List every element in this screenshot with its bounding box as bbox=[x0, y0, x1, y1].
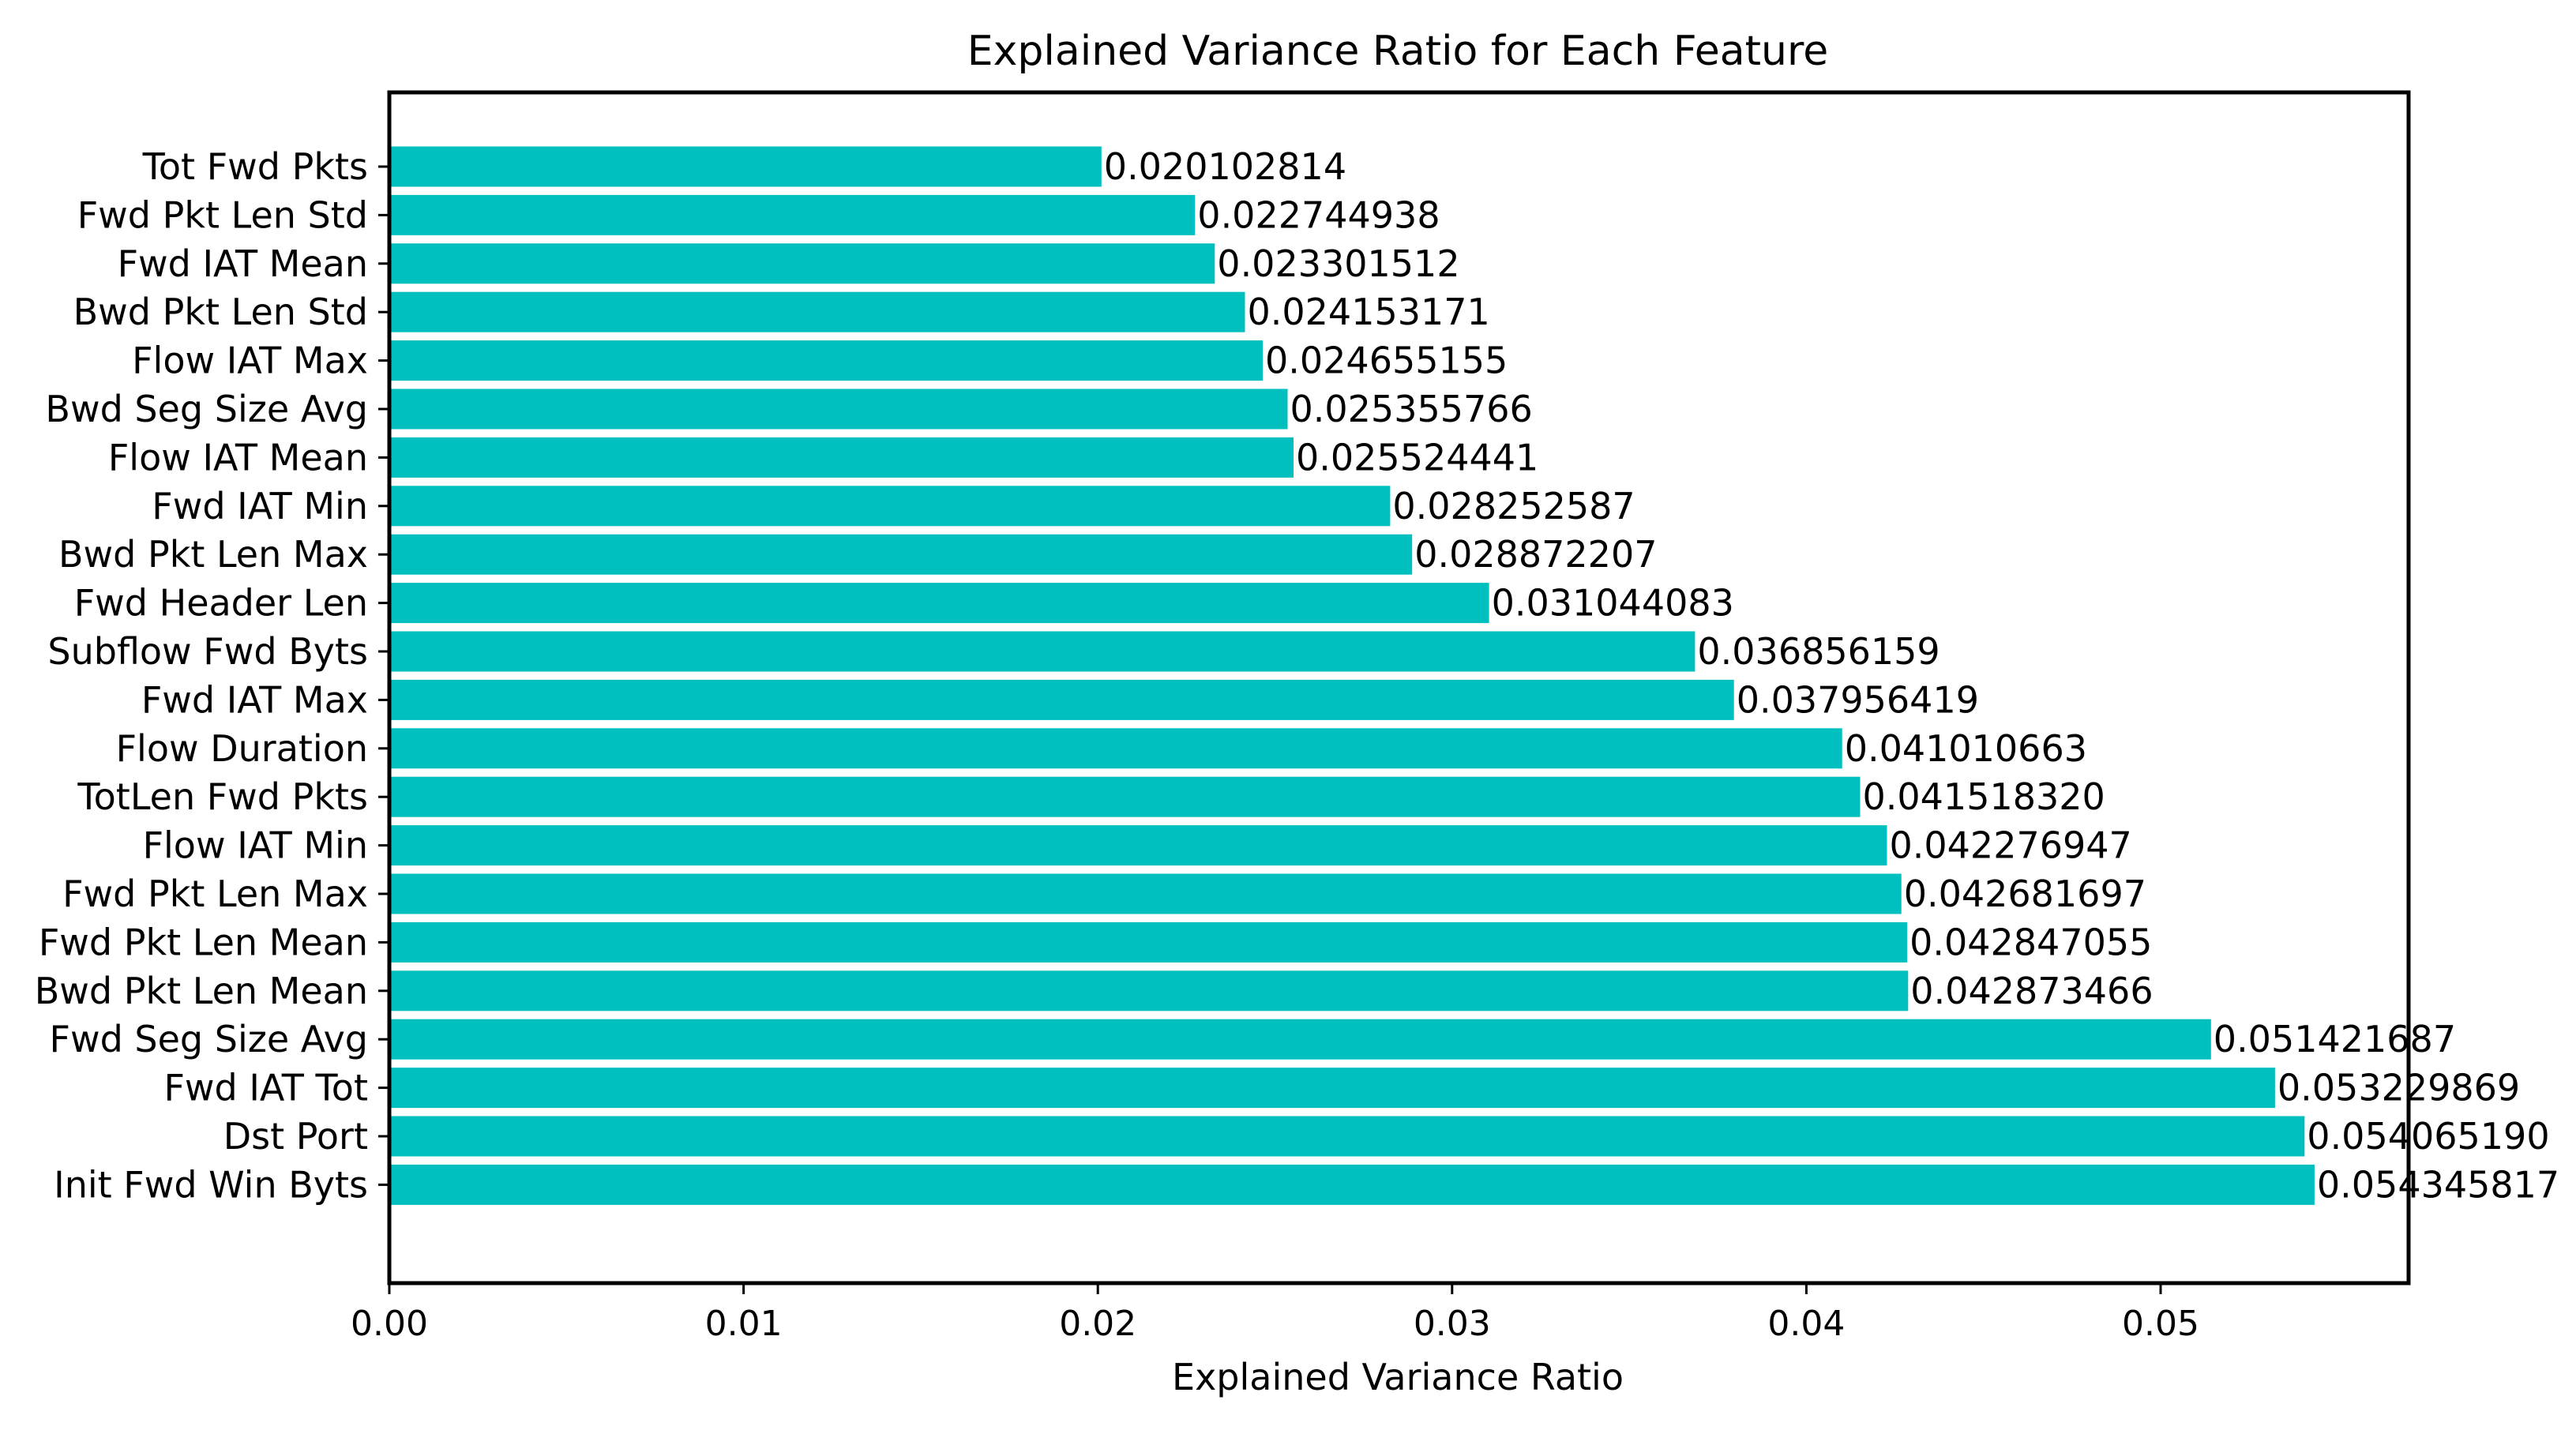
bar bbox=[389, 146, 1102, 187]
y-tick-label: Fwd IAT Tot bbox=[163, 1067, 368, 1109]
x-tick-label: 0.04 bbox=[1767, 1304, 1845, 1344]
value-labels-layer: 0.020102814 0.022744938 0.023301512 0.02415… bbox=[1104, 145, 2559, 1206]
y-tick-label: Bwd Seg Size Avg bbox=[45, 388, 368, 430]
bar-value-label: 0.025355766 bbox=[1290, 388, 1533, 430]
bar-value-label: 0.051421687 bbox=[2214, 1018, 2456, 1060]
y-tick-label: Fwd Pkt Len Mean bbox=[39, 921, 368, 963]
bar bbox=[389, 1019, 2211, 1060]
bar bbox=[389, 873, 1902, 914]
bar bbox=[389, 631, 1695, 672]
bar bbox=[389, 437, 1294, 478]
bar bbox=[389, 825, 1887, 866]
y-tick-label: Fwd IAT Mean bbox=[118, 242, 368, 285]
bar bbox=[389, 388, 1288, 430]
bar-value-label: 0.042276947 bbox=[1890, 824, 2132, 867]
bar-value-label: 0.042873466 bbox=[1910, 970, 2153, 1012]
bar bbox=[389, 970, 1909, 1012]
y-tick-label: Tot Fwd Pkts bbox=[142, 145, 368, 188]
bar bbox=[389, 679, 1734, 720]
y-tick-label: Bwd Pkt Len Max bbox=[58, 533, 368, 576]
bar-value-label: 0.036856159 bbox=[1697, 630, 1940, 673]
bar-value-label: 0.031044083 bbox=[1492, 582, 1734, 625]
x-tick-label: 0.05 bbox=[2122, 1304, 2199, 1344]
x-tick-label: 0.01 bbox=[705, 1304, 783, 1344]
bar bbox=[389, 776, 1861, 817]
y-tick-label: Fwd Header Len bbox=[74, 582, 368, 625]
bar-value-label: 0.025524441 bbox=[1296, 436, 1538, 479]
chart-title: Explained Variance Ratio for Each Featur… bbox=[967, 28, 1828, 75]
y-axis: Tot Fwd Pkts Fwd Pkt Len Std Fwd IAT Mean B… bbox=[35, 145, 389, 1206]
bar-value-label: 0.028872207 bbox=[1414, 533, 1657, 576]
bar-value-label: 0.023301512 bbox=[1217, 242, 1459, 285]
bar-value-label: 0.054065190 bbox=[2307, 1115, 2549, 1158]
bar bbox=[389, 291, 1245, 332]
bar bbox=[389, 921, 1908, 963]
bar-value-label: 0.041010663 bbox=[1845, 727, 2087, 770]
x-tick-label: 0.03 bbox=[1414, 1304, 1491, 1344]
bar bbox=[389, 1068, 2275, 1109]
bar bbox=[389, 583, 1489, 624]
bar-value-label: 0.042681697 bbox=[1904, 873, 2146, 915]
bar-value-label: 0.054345817 bbox=[2317, 1163, 2559, 1206]
bar-value-label: 0.024655155 bbox=[1265, 340, 1508, 382]
x-tick-label: 0.00 bbox=[351, 1304, 428, 1344]
y-tick-label: Fwd IAT Min bbox=[152, 485, 368, 527]
bar bbox=[389, 534, 1413, 575]
y-tick-label: Fwd Pkt Len Max bbox=[62, 873, 368, 915]
y-tick-label: Flow IAT Mean bbox=[108, 436, 368, 479]
x-axis-label: Explained Variance Ratio bbox=[1172, 1356, 1624, 1398]
bar-value-label: 0.022744938 bbox=[1197, 193, 1440, 236]
plot-frame bbox=[387, 90, 2411, 1285]
bar bbox=[389, 486, 1391, 527]
bar-value-label: 0.028252587 bbox=[1392, 485, 1635, 527]
bar bbox=[389, 1116, 2305, 1157]
bar bbox=[389, 728, 1842, 769]
y-tick-label: Flow Duration bbox=[116, 727, 368, 770]
bar-value-label: 0.020102814 bbox=[1104, 145, 1346, 188]
y-tick-label: Init Fwd Win Byts bbox=[54, 1163, 368, 1206]
bar bbox=[389, 194, 1196, 235]
x-axis: 0.00 0.01 0.02 0.03 0.04 0.05 bbox=[351, 1283, 2199, 1344]
y-tick-label: Subflow Fwd Byts bbox=[47, 630, 368, 673]
y-tick-label: Flow IAT Max bbox=[132, 340, 368, 382]
y-tick-label: Fwd IAT Max bbox=[141, 678, 368, 721]
y-tick-label: Fwd Pkt Len Std bbox=[77, 193, 368, 236]
y-tick-label: Dst Port bbox=[223, 1115, 368, 1158]
bars-layer bbox=[389, 146, 2315, 1205]
bar bbox=[389, 340, 1263, 381]
y-tick-label: Bwd Pkt Len Mean bbox=[35, 970, 368, 1012]
bar-value-label: 0.053229869 bbox=[2277, 1067, 2520, 1109]
x-tick-label: 0.02 bbox=[1059, 1304, 1136, 1344]
bar-value-label: 0.037956419 bbox=[1737, 678, 1979, 721]
bar bbox=[389, 243, 1215, 284]
y-tick-label: TotLen Fwd Pkts bbox=[77, 775, 368, 818]
y-tick-label: Bwd Pkt Len Std bbox=[73, 291, 368, 333]
y-tick-label: Fwd Seg Size Avg bbox=[50, 1018, 368, 1060]
bar-value-label: 0.041518320 bbox=[1863, 775, 2105, 818]
y-tick-label: Flow IAT Min bbox=[143, 824, 368, 867]
bar bbox=[389, 1164, 2315, 1205]
bar-value-label: 0.024153171 bbox=[1248, 291, 1490, 333]
bar-value-label: 0.042847055 bbox=[1909, 921, 2152, 963]
